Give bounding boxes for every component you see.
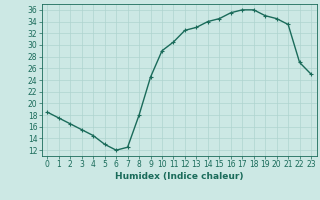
X-axis label: Humidex (Indice chaleur): Humidex (Indice chaleur) [115,172,244,181]
